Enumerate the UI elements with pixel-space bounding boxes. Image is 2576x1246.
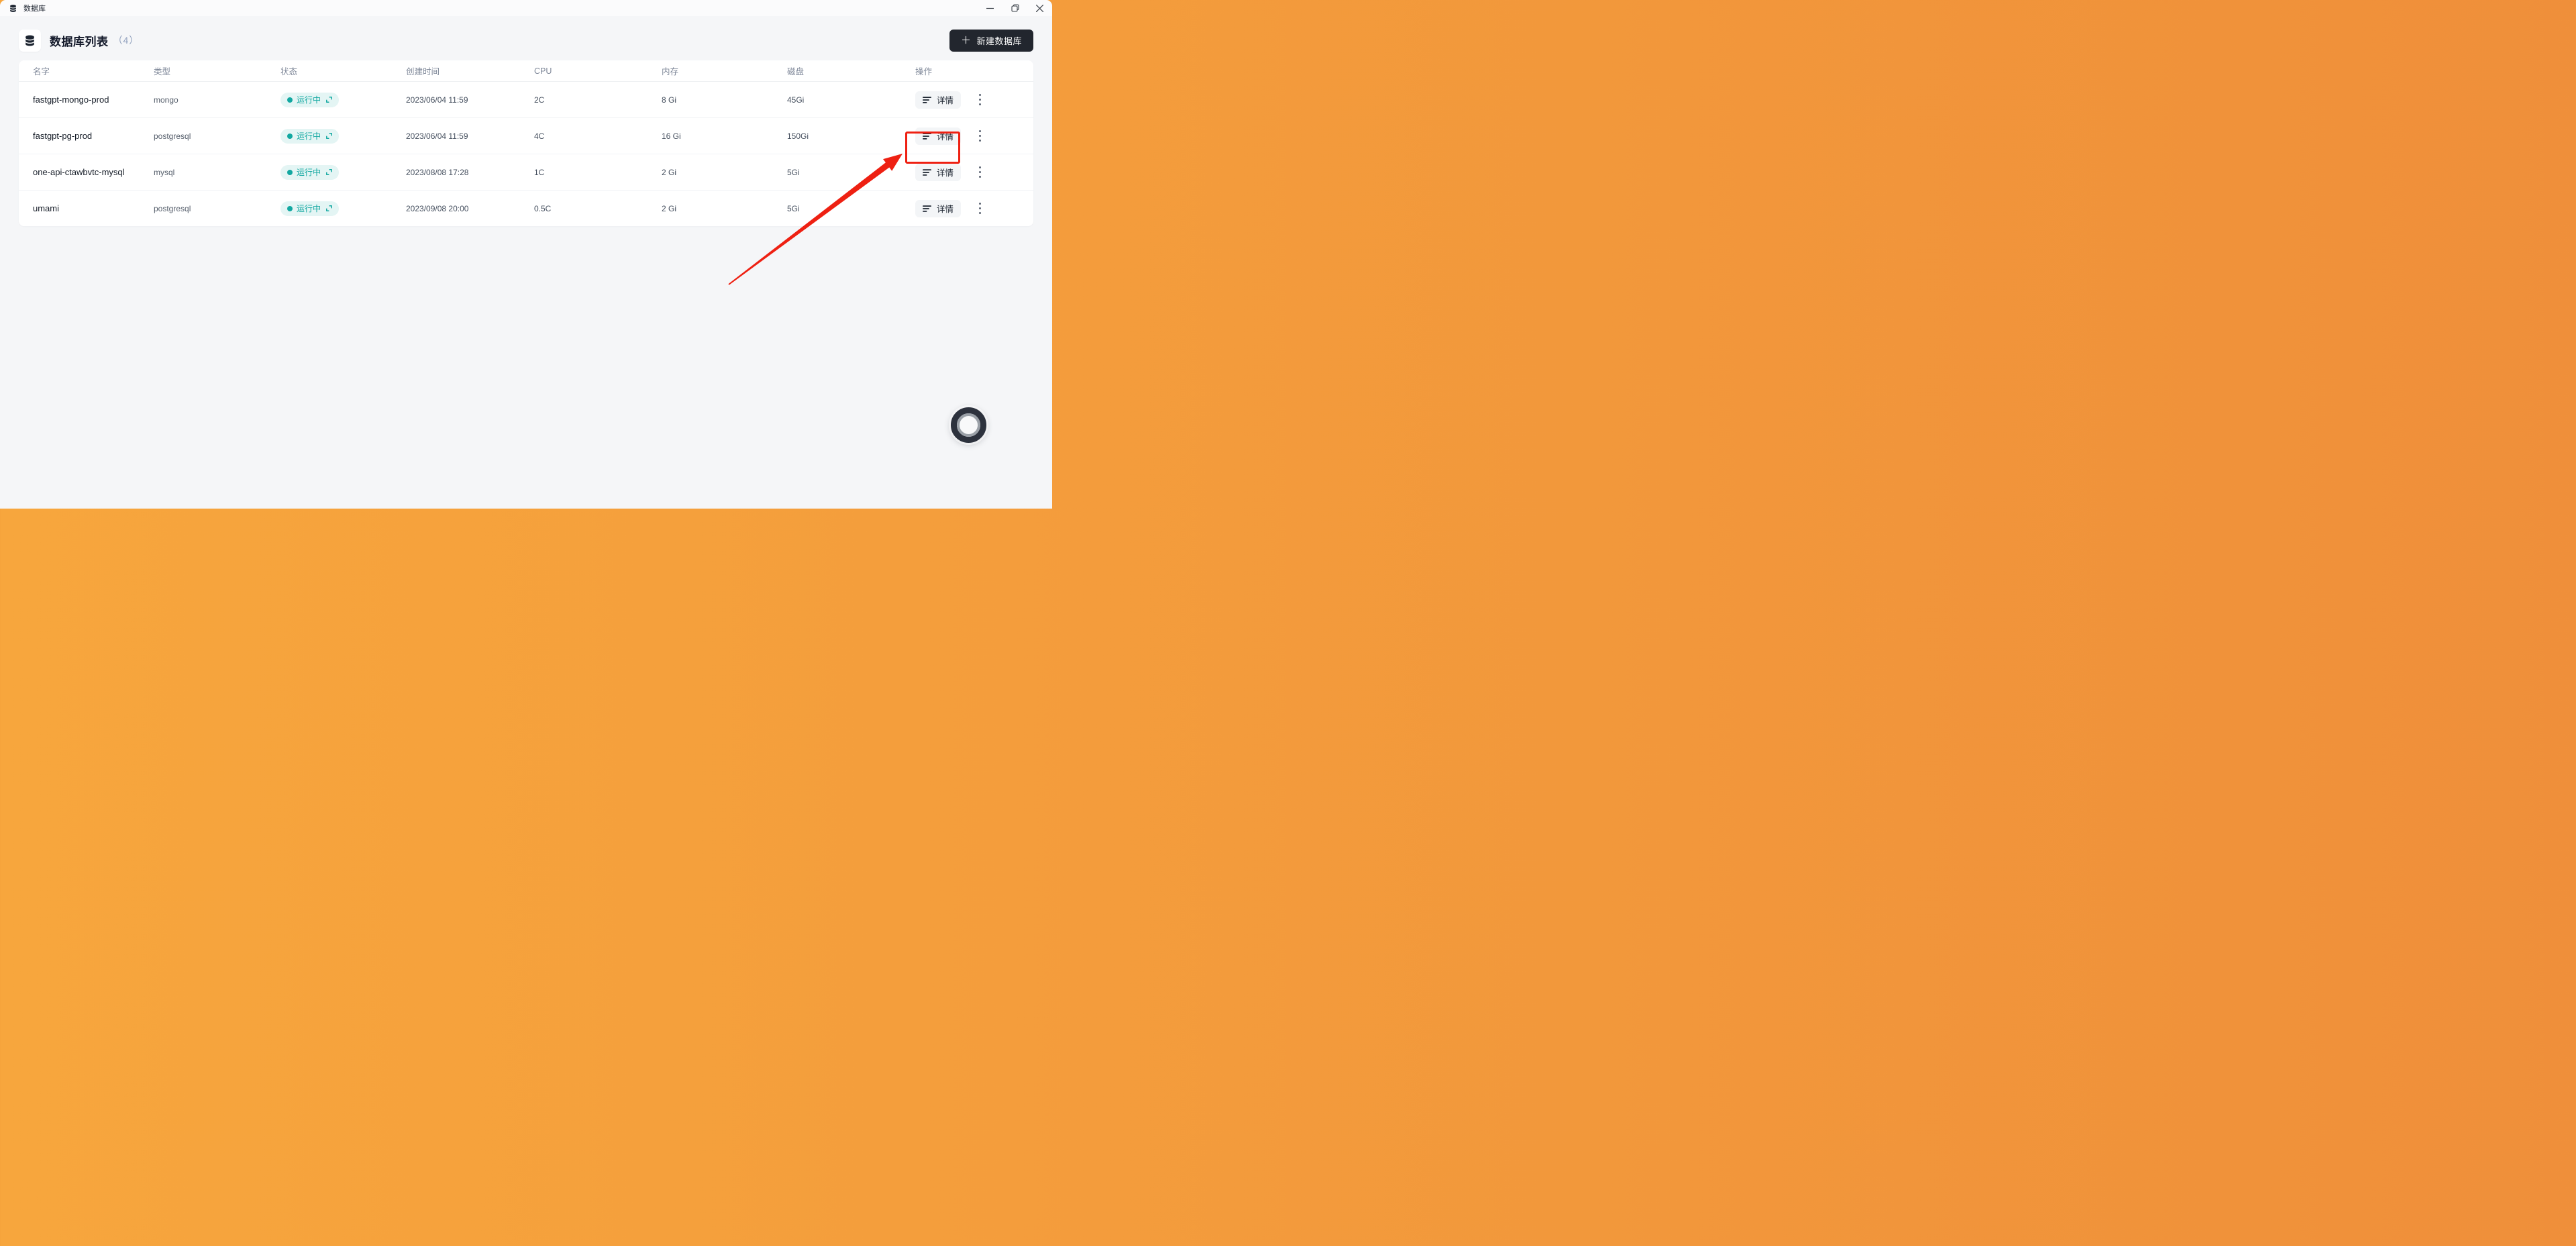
detail-button[interactable]: 详情 bbox=[915, 127, 962, 145]
status-dot-icon bbox=[287, 97, 293, 103]
status-badge: 运行中 bbox=[280, 128, 340, 144]
column-header: 创建时间 bbox=[406, 67, 440, 76]
db-disk: 5Gi bbox=[787, 203, 800, 213]
window-title: 数据库 bbox=[23, 5, 46, 13]
detail-button-label: 详情 bbox=[937, 96, 954, 105]
scale-corners-icon bbox=[326, 97, 332, 103]
db-memory: 2 Gi bbox=[662, 167, 677, 177]
db-memory: 16 Gi bbox=[662, 131, 681, 141]
detail-lines-icon bbox=[923, 205, 931, 212]
scale-corners-icon bbox=[326, 169, 332, 175]
plus-icon: ＋ bbox=[960, 34, 972, 46]
app-window: 数据库 数据库列表 （4） bbox=[0, 0, 1052, 509]
column-header: 磁盘 bbox=[787, 67, 805, 76]
db-cpu: 2C bbox=[534, 95, 545, 105]
db-type: postgresql bbox=[154, 131, 191, 141]
table-row[interactable]: umami postgresql 运行中 2023/09/08 20:00 0.… bbox=[19, 191, 1033, 226]
db-memory: 8 Gi bbox=[662, 95, 677, 105]
window-controls bbox=[978, 0, 1052, 16]
detail-button-label: 详情 bbox=[937, 205, 954, 214]
page-title: 数据库列表 bbox=[50, 35, 109, 48]
close-button[interactable] bbox=[1027, 0, 1052, 16]
detail-lines-icon bbox=[923, 168, 931, 176]
db-created-time: 2023/06/04 11:59 bbox=[406, 131, 468, 141]
column-header: 内存 bbox=[662, 67, 679, 76]
detail-button[interactable]: 详情 bbox=[915, 199, 962, 217]
db-created-time: 2023/06/04 11:59 bbox=[406, 95, 468, 105]
database-app-icon bbox=[9, 4, 17, 13]
status-label: 运行中 bbox=[297, 204, 321, 213]
db-memory: 2 Gi bbox=[662, 203, 677, 213]
detail-button[interactable]: 详情 bbox=[915, 91, 962, 109]
restore-button[interactable] bbox=[1002, 0, 1027, 16]
status-label: 运行中 bbox=[297, 132, 321, 141]
db-created-time: 2023/08/08 17:28 bbox=[406, 167, 469, 177]
detail-lines-icon bbox=[923, 96, 931, 103]
new-database-button[interactable]: ＋ 新建数据库 bbox=[949, 29, 1033, 52]
table-header-row: 名字 类型 状态 创建时间 CPU 内存 磁盘 操作 bbox=[19, 60, 1033, 82]
database-table: 名字 类型 状态 创建时间 CPU 内存 磁盘 操作 fastgpt-mongo-prod m… bbox=[19, 60, 1033, 226]
table-row[interactable]: fastgpt-pg-prod postgresql 运行中 2023/06/0… bbox=[19, 118, 1033, 154]
column-header: 状态 bbox=[280, 67, 298, 76]
db-cpu: 4C bbox=[534, 131, 545, 141]
status-dot-icon bbox=[287, 169, 293, 175]
db-type: mongo bbox=[154, 95, 178, 105]
table-row[interactable]: one-api-ctawbvtc-mysql mysql 运行中 2023/08… bbox=[19, 154, 1033, 191]
db-name: umami bbox=[33, 203, 60, 213]
titlebar: 数据库 bbox=[0, 0, 1052, 16]
table-body: fastgpt-mongo-prod mongo 运行中 2023/06/04 … bbox=[19, 82, 1033, 226]
database-count: （4） bbox=[113, 35, 140, 46]
minimize-button[interactable] bbox=[978, 0, 1002, 16]
page-header: 数据库列表 （4） ＋ 新建数据库 bbox=[19, 29, 1033, 52]
more-actions-button[interactable] bbox=[976, 164, 984, 180]
db-disk: 150Gi bbox=[787, 131, 809, 141]
column-header: 操作 bbox=[915, 67, 933, 76]
more-actions-button[interactable] bbox=[976, 91, 984, 108]
db-cpu: 1C bbox=[534, 167, 545, 177]
db-cpu: 0.5C bbox=[534, 203, 552, 213]
scale-corners-icon bbox=[326, 133, 332, 139]
status-dot-icon bbox=[287, 133, 293, 139]
database-list-icon bbox=[19, 29, 41, 52]
db-name: fastgpt-pg-prod bbox=[33, 131, 93, 141]
detail-lines-icon bbox=[923, 132, 931, 140]
scale-corners-icon bbox=[326, 205, 332, 211]
db-disk: 5Gi bbox=[787, 167, 800, 177]
status-badge: 运行中 bbox=[280, 164, 340, 180]
column-header: CPU bbox=[534, 66, 552, 76]
db-name: fastgpt-mongo-prod bbox=[33, 95, 109, 105]
new-database-label: 新建数据库 bbox=[976, 36, 1022, 46]
db-name: one-api-ctawbvtc-mysql bbox=[33, 167, 125, 177]
detail-button[interactable]: 详情 bbox=[915, 163, 962, 181]
column-header: 名字 bbox=[33, 67, 50, 76]
db-type: mysql bbox=[154, 167, 175, 177]
db-created-time: 2023/09/08 20:00 bbox=[406, 203, 469, 213]
status-dot-icon bbox=[287, 205, 293, 211]
column-header: 类型 bbox=[154, 67, 171, 76]
more-actions-button[interactable] bbox=[976, 200, 984, 217]
status-label: 运行中 bbox=[297, 95, 321, 105]
click-indicator bbox=[951, 407, 986, 443]
table-row[interactable]: fastgpt-mongo-prod mongo 运行中 2023/06/04 … bbox=[19, 82, 1033, 118]
more-actions-button[interactable] bbox=[976, 127, 984, 144]
detail-button-label: 详情 bbox=[937, 132, 954, 142]
db-disk: 45Gi bbox=[787, 95, 805, 105]
db-type: postgresql bbox=[154, 203, 191, 213]
status-badge: 运行中 bbox=[280, 92, 340, 107]
status-badge: 运行中 bbox=[280, 201, 340, 216]
status-label: 运行中 bbox=[297, 168, 321, 177]
detail-button-label: 详情 bbox=[937, 168, 954, 178]
